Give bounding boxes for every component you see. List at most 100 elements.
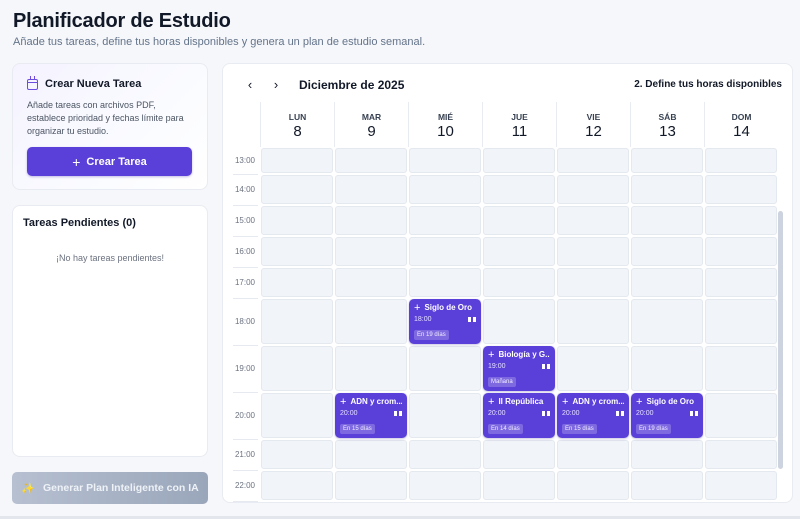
time-slot-cell[interactable] — [557, 237, 629, 266]
time-slot-cell[interactable] — [409, 237, 481, 266]
time-slot-cell[interactable] — [557, 268, 629, 297]
event-time: 20:00 — [636, 410, 654, 417]
time-slot-cell[interactable] — [705, 237, 777, 266]
plus-icon: + — [340, 397, 347, 406]
time-slot-cell[interactable] — [631, 440, 703, 469]
time-slot-cell[interactable] — [483, 175, 555, 204]
time-slot-cell[interactable] — [261, 175, 333, 204]
pending-empty-message: ¡No hay tareas pendientes! — [55, 253, 165, 263]
time-slot-cell[interactable] — [631, 299, 703, 344]
time-slot-cell[interactable] — [335, 299, 407, 344]
time-slot-cell[interactable] — [409, 393, 481, 438]
time-slot-cell[interactable] — [631, 346, 703, 391]
time-slot-cell[interactable] — [631, 237, 703, 266]
time-slot-cell[interactable] — [631, 148, 703, 173]
time-slot-cell[interactable] — [483, 237, 555, 266]
pending-tasks-title: Tareas Pendientes (0) — [23, 217, 136, 229]
time-slot-cell[interactable] — [261, 440, 333, 469]
time-slot-cell[interactable] — [705, 299, 777, 344]
time-slot-cell[interactable] — [409, 471, 481, 500]
study-event[interactable]: + Siglo de Oro 18:00 En 19 días — [409, 299, 481, 344]
time-slot-cell[interactable] — [483, 148, 555, 173]
time-slot-cell[interactable] — [335, 471, 407, 500]
day-header: SÁB 13 — [630, 102, 704, 147]
time-slot-cell[interactable] — [409, 268, 481, 297]
time-slot-cell[interactable] — [335, 440, 407, 469]
time-slot-cell[interactable] — [557, 346, 629, 391]
pause-icon[interactable] — [542, 411, 550, 416]
time-slot-cell[interactable] — [631, 206, 703, 235]
study-event[interactable]: + ADN y crom... 20:00 En 15 días — [335, 393, 407, 438]
time-slot-cell[interactable] — [409, 148, 481, 173]
time-slot-cell[interactable] — [261, 346, 333, 391]
time-slot-cell[interactable] — [705, 148, 777, 173]
time-slot-cell[interactable] — [705, 268, 777, 297]
time-label: 16:00 — [234, 246, 255, 256]
time-slot-cell[interactable] — [557, 148, 629, 173]
time-slot-cell[interactable] — [557, 175, 629, 204]
plus-icon: + — [488, 350, 495, 359]
time-slot-cell[interactable] — [483, 299, 555, 344]
time-slot-cell[interactable] — [705, 346, 777, 391]
time-slot-cell[interactable] — [483, 471, 555, 500]
time-slot-cell[interactable] — [483, 206, 555, 235]
time-slot-cell[interactable] — [261, 393, 333, 438]
time-slot-cell[interactable] — [705, 393, 777, 438]
study-event[interactable]: + Biología y G... 19:00 Mañana — [483, 346, 555, 391]
study-event[interactable]: + Siglo de Oro 20:00 En 19 días — [631, 393, 703, 438]
day-number: 12 — [585, 123, 602, 140]
day-name: MIÉ — [437, 112, 454, 122]
pending-tasks-card: Tareas Pendientes (0) ¡No hay tareas pen… — [12, 205, 208, 457]
time-slot-cell[interactable] — [335, 268, 407, 297]
time-slot-cell[interactable] — [261, 206, 333, 235]
event-time: 20:00 — [340, 410, 358, 417]
pause-icon[interactable] — [690, 411, 698, 416]
chevron-right-icon[interactable]: › — [273, 77, 279, 92]
pause-icon[interactable] — [468, 317, 476, 322]
time-slot-cell[interactable] — [335, 346, 407, 391]
time-slot-cell[interactable] — [705, 471, 777, 500]
time-slot-cell[interactable] — [261, 268, 333, 297]
calendar-scrollbar[interactable] — [778, 211, 783, 469]
pause-icon[interactable] — [394, 411, 402, 416]
time-slot-cell[interactable] — [631, 471, 703, 500]
time-slot-cell[interactable] — [261, 471, 333, 500]
create-task-button-label: Crear Tarea — [86, 155, 147, 168]
pause-icon[interactable] — [616, 411, 624, 416]
time-label: 21:00 — [234, 449, 255, 459]
day-name: MAR — [361, 112, 382, 122]
time-slot-cell[interactable] — [631, 268, 703, 297]
study-event[interactable]: + ADN y crom... 20:00 En 15 días — [557, 393, 629, 438]
time-slot-cell[interactable] — [483, 268, 555, 297]
day-number: 10 — [437, 123, 454, 140]
event-time: 18:00 — [414, 316, 432, 323]
time-slot-cell[interactable] — [409, 206, 481, 235]
time-slot-cell[interactable] — [409, 175, 481, 204]
time-slot-cell[interactable] — [705, 440, 777, 469]
time-slot-cell[interactable] — [631, 175, 703, 204]
study-event[interactable]: + II República 20:00 En 14 días — [483, 393, 555, 438]
time-slot-cell[interactable] — [557, 440, 629, 469]
time-slot-cell[interactable] — [335, 175, 407, 204]
bottom-divider — [0, 516, 800, 519]
time-slot-cell[interactable] — [705, 206, 777, 235]
time-slot-cell[interactable] — [335, 237, 407, 266]
time-slot-cell[interactable] — [557, 471, 629, 500]
time-slot-cell[interactable] — [557, 299, 629, 344]
generate-ai-plan-button[interactable]: ✨ Generar Plan Inteligente con IA — [12, 472, 208, 504]
time-slot-cell[interactable] — [409, 346, 481, 391]
time-slot-cell[interactable] — [261, 148, 333, 173]
create-task-button[interactable]: + Crear Tarea — [27, 147, 192, 176]
chevron-left-icon[interactable]: ‹ — [247, 77, 253, 92]
time-slot-cell[interactable] — [335, 206, 407, 235]
time-slot-cell[interactable] — [705, 175, 777, 204]
time-slot-cell[interactable] — [409, 440, 481, 469]
time-label: 15:00 — [234, 215, 255, 225]
time-slot-cell[interactable] — [483, 440, 555, 469]
time-slot-cell[interactable] — [557, 206, 629, 235]
time-slot-cell[interactable] — [261, 237, 333, 266]
time-slot-cell[interactable] — [335, 148, 407, 173]
time-slot-cell[interactable] — [261, 299, 333, 344]
event-title: ADN y crom... — [350, 397, 402, 406]
pause-icon[interactable] — [542, 364, 550, 369]
